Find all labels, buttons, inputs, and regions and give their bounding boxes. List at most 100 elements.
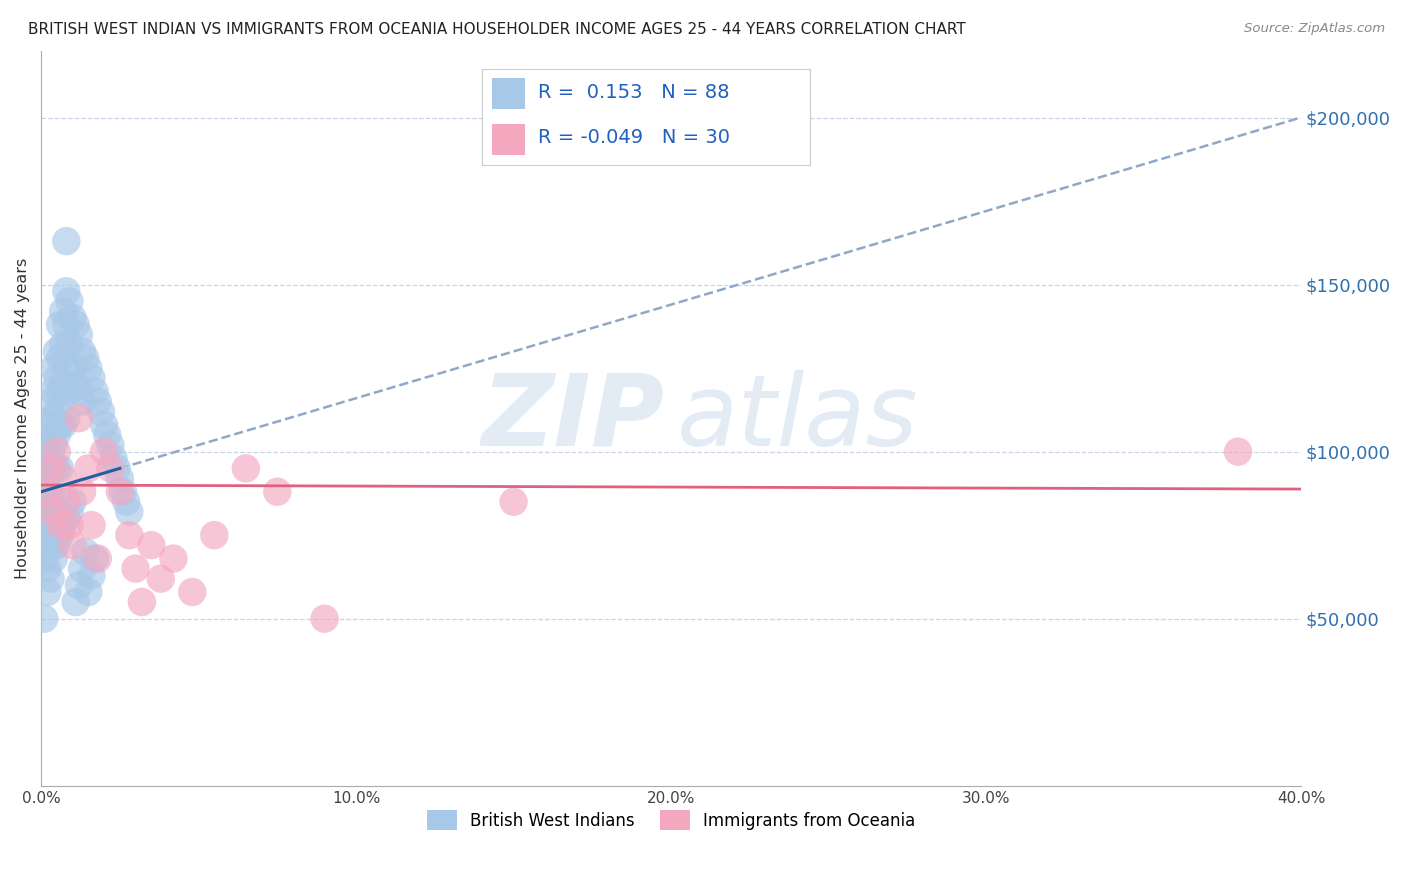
Point: [93, 444, 115, 458]
Point: [45, 461, 67, 475]
Point: [45, 444, 67, 458]
Point: [52, 304, 75, 318]
Point: [55, 495, 77, 509]
Point: [83, 384, 105, 399]
Point: [32, 612, 55, 626]
Point: [55, 411, 77, 425]
Point: [67, 384, 90, 399]
Point: [55, 318, 77, 332]
Point: [45, 404, 67, 418]
Point: [42, 384, 65, 399]
Point: [65, 377, 87, 392]
Text: ZIP: ZIP: [482, 369, 665, 467]
Point: [32, 528, 55, 542]
Point: [141, 538, 163, 552]
Point: [42, 361, 65, 376]
Point: [55, 361, 77, 376]
Point: [58, 294, 80, 309]
Text: BRITISH WEST INDIAN VS IMMIGRANTS FROM OCEANIA HOUSEHOLDER INCOME AGES 25 - 44 Y: BRITISH WEST INDIAN VS IMMIGRANTS FROM O…: [28, 22, 966, 37]
Point: [55, 511, 77, 525]
Point: [90, 404, 112, 418]
Point: [62, 310, 84, 325]
Point: [32, 505, 55, 519]
Point: [39, 444, 62, 458]
Point: [37, 534, 59, 549]
Point: [49, 417, 72, 432]
Point: [37, 511, 59, 525]
Point: [49, 518, 72, 533]
Point: [131, 595, 153, 609]
Point: [115, 495, 138, 509]
Point: [77, 461, 100, 475]
Point: [96, 428, 118, 442]
Point: [49, 461, 72, 475]
Point: [105, 461, 128, 475]
Point: [58, 337, 80, 351]
Point: [266, 484, 288, 499]
Point: [100, 461, 122, 475]
Point: [37, 451, 59, 466]
Point: [235, 461, 257, 475]
Point: [62, 361, 84, 376]
Point: [42, 461, 65, 475]
Point: [37, 484, 59, 499]
Point: [93, 417, 115, 432]
Point: [45, 505, 67, 519]
Point: [39, 461, 62, 475]
Point: [67, 411, 90, 425]
Point: [111, 484, 134, 499]
Point: [55, 234, 77, 248]
Point: [42, 495, 65, 509]
Point: [58, 384, 80, 399]
Point: [52, 518, 75, 533]
Point: [49, 318, 72, 332]
Point: [39, 461, 62, 475]
Point: [32, 461, 55, 475]
Point: [83, 551, 105, 566]
Point: [49, 528, 72, 542]
Point: [52, 377, 75, 392]
Point: [32, 484, 55, 499]
Point: [45, 538, 67, 552]
Point: [77, 585, 100, 599]
Point: [75, 545, 97, 559]
Point: [149, 572, 172, 586]
Point: [181, 585, 204, 599]
Point: [58, 505, 80, 519]
Point: [32, 551, 55, 566]
Point: [45, 371, 67, 385]
Point: [314, 612, 336, 626]
Point: [80, 371, 103, 385]
Point: [37, 428, 59, 442]
Point: [77, 361, 100, 376]
Point: [70, 344, 93, 359]
Point: [52, 471, 75, 485]
Point: [39, 518, 62, 533]
Point: [45, 428, 67, 442]
Point: [65, 595, 87, 609]
Point: [62, 495, 84, 509]
Point: [67, 578, 90, 592]
Point: [118, 528, 141, 542]
Point: [87, 394, 110, 409]
Point: [202, 528, 225, 542]
Point: [52, 337, 75, 351]
Y-axis label: Householder Income Ages 25 - 44 years: Householder Income Ages 25 - 44 years: [15, 258, 30, 579]
Point: [52, 417, 75, 432]
Point: [118, 505, 141, 519]
Point: [108, 471, 131, 485]
Point: [162, 551, 184, 566]
Point: [39, 484, 62, 499]
Point: [45, 344, 67, 359]
Point: [39, 417, 62, 432]
Point: [42, 505, 65, 519]
Point: [108, 484, 131, 499]
Legend: British West Indians, Immigrants from Oceania: British West Indians, Immigrants from Oc…: [420, 804, 922, 837]
Point: [62, 538, 84, 552]
Point: [49, 384, 72, 399]
Point: [42, 551, 65, 566]
Point: [502, 495, 524, 509]
Point: [37, 471, 59, 485]
Point: [67, 327, 90, 342]
Point: [70, 394, 93, 409]
